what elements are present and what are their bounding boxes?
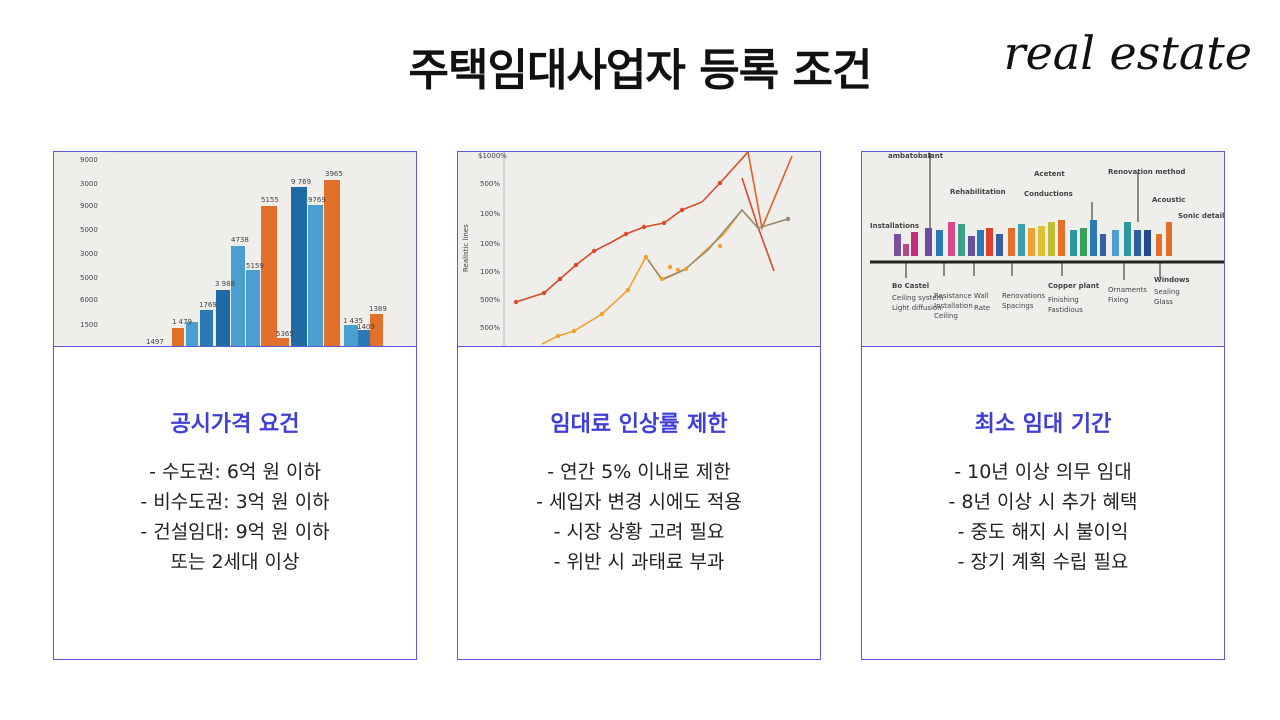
bars [172,180,383,346]
svg-text:Acetent: Acetent [1034,170,1065,178]
svg-text:9769: 9769 [308,196,326,204]
card-heading: 공시가격 요건 [170,412,300,437]
brand-logo-text: real estate [1003,26,1252,80]
svg-text:500%: 500% [480,324,500,332]
svg-text:1 479: 1 479 [172,318,192,326]
svg-text:1409: 1409 [357,323,375,331]
svg-text:Conductions: Conductions [1024,190,1073,198]
svg-text:Wall: Wall [974,292,989,300]
svg-text:9000: 9000 [80,202,98,210]
svg-text:100%: 100% [480,268,500,276]
svg-text:5159: 5159 [246,262,264,270]
svg-text:3000: 3000 [80,250,98,258]
card-price-requirement: 9000 3000 9000 5000 3000 5000 6000 1500 [53,151,417,660]
page-title: 주택임대사업자 등록 조건 [408,45,873,96]
svg-text:Copper plant: Copper plant [1048,282,1100,290]
svg-text:5000: 5000 [80,226,98,234]
svg-text:Rehabilitation: Rehabilitation [950,188,1006,196]
svg-text:Fixing: Fixing [1108,296,1128,304]
svg-text:1 435: 1 435 [343,317,363,325]
svg-text:5365: 5365 [276,330,294,338]
svg-text:Sealing: Sealing [1154,288,1180,296]
svg-text:100%: 100% [480,240,500,248]
card-line: - 장기 계획 수립 필요 [957,551,1129,573]
svg-text:Ceiling: Ceiling [934,312,958,320]
svg-text:3965: 3965 [325,170,343,178]
card-line: - 연간 5% 이내로 제한 [547,461,731,483]
svg-text:Light diffusion: Light diffusion [892,304,942,312]
svg-text:Realistic lines: Realistic lines [462,224,470,272]
svg-text:Glass: Glass [1154,298,1173,306]
bar-chart-illustration: 9000 3000 9000 5000 3000 5000 6000 1500 [54,152,416,347]
svg-text:Rate: Rate [974,304,990,312]
svg-text:500%: 500% [480,296,500,304]
svg-text:6000: 6000 [80,296,98,304]
svg-text:Renovation method: Renovation method [1108,168,1185,176]
svg-text:Spacings: Spacings [1002,302,1034,310]
card-body: - 10년 이상 의무 임대 - 8년 이상 시 추가 혜택 - 중도 해지 시… [862,457,1224,577]
svg-text:Acoustic: Acoustic [1152,196,1185,204]
svg-text:100%: 100% [480,210,500,218]
svg-text:9000: 9000 [80,156,98,164]
card-line: - 10년 이상 의무 임대 [954,461,1132,483]
card-line: - 시장 상황 고려 필요 [553,521,725,543]
card-line: - 세입자 변경 시에도 적용 [536,491,742,513]
svg-text:9 769: 9 769 [291,178,311,186]
svg-text:Renovations: Renovations [1002,292,1045,300]
svg-text:Installations: Installations [870,222,919,230]
svg-text:Windows: Windows [1154,276,1190,284]
card-line: - 건설임대: 9억 원 이하 [140,521,330,543]
timeline-chart-illustration: ambatobalant Rehabilitation Conductions … [862,152,1224,347]
svg-text:Fastidious: Fastidious [1048,306,1083,314]
card-heading: 임대료 인상률 제한 [550,412,728,437]
card-line: - 수도권: 6억 원 이하 [149,461,321,483]
svg-text:3000: 3000 [80,180,98,188]
svg-text:5155: 5155 [261,196,279,204]
svg-text:Sonic details: Sonic details [1178,212,1224,220]
card-body: - 수도권: 6억 원 이하 - 비수도권: 3억 원 이하 - 건설임대: 9… [54,457,416,577]
svg-text:1769: 1769 [199,301,217,309]
svg-text:Installation: Installation [934,302,973,310]
svg-text:3 988: 3 988 [215,280,235,288]
svg-text:5000: 5000 [80,274,98,282]
svg-text:Ceiling system: Ceiling system [892,294,944,302]
svg-text:4738: 4738 [231,236,249,244]
svg-text:Bo Castel: Bo Castel [892,282,929,290]
svg-text:1389: 1389 [369,305,387,313]
card-line: - 위반 시 과태료 부과 [553,551,725,573]
svg-text:Ornaments: Ornaments [1108,286,1147,294]
card-line: 또는 2세대 이상 [170,551,300,573]
svg-text:Resistance: Resistance [934,292,972,300]
card-line: - 중도 해지 시 불이익 [957,521,1129,543]
card-line: - 비수도권: 3억 원 이하 [140,491,330,513]
card-line: - 8년 이상 시 추가 혜택 [948,491,1138,513]
svg-text:500%: 500% [480,180,500,188]
card-rent-increase-limit: $1000% 500% 100% 100% 100% 500% 500% Rea… [457,151,821,660]
svg-text:ambatobalant: ambatobalant [888,152,944,160]
card-body: - 연간 5% 이내로 제한 - 세입자 변경 시에도 적용 - 시장 상황 고… [458,457,820,577]
svg-text:$1000%: $1000% [478,152,507,160]
svg-text:Finishing: Finishing [1048,296,1079,304]
svg-text:1497: 1497 [146,338,164,346]
line-chart-illustration: $1000% 500% 100% 100% 100% 500% 500% Rea… [458,152,820,347]
svg-text:1500: 1500 [80,321,98,329]
card-minimum-rental-period: ambatobalant Rehabilitation Conductions … [861,151,1225,660]
timeline-bars [894,220,1172,256]
card-heading: 최소 임대 기간 [974,412,1112,437]
